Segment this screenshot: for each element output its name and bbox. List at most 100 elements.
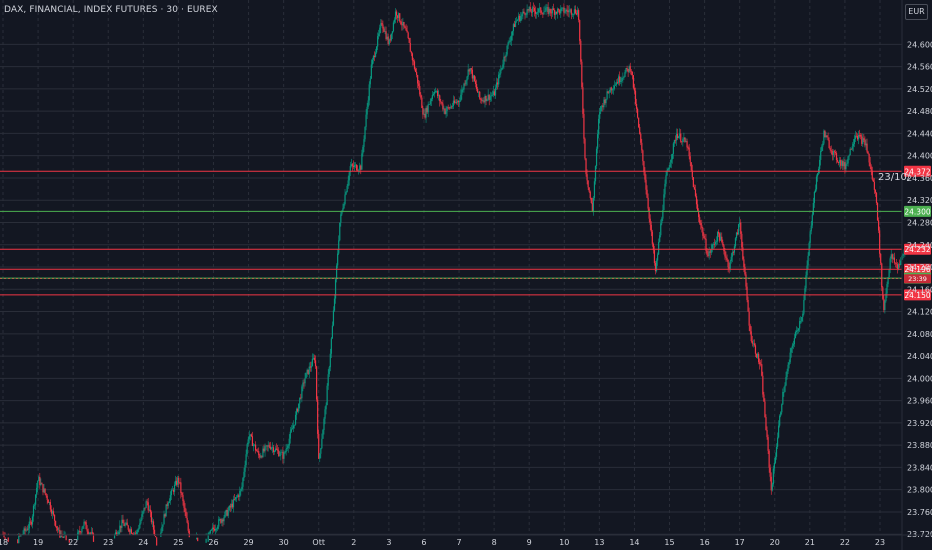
y-tick-label: 24.600	[907, 40, 932, 49]
candle-body	[505, 54, 507, 58]
candle-body	[890, 254, 892, 259]
candle-body	[259, 455, 261, 458]
candle-body	[231, 503, 234, 508]
candle-body	[533, 8, 536, 12]
candle-body	[346, 185, 348, 193]
currency-button[interactable]: EUR	[905, 4, 928, 20]
candle-body	[745, 274, 747, 287]
x-tick-label: 10	[559, 538, 569, 547]
horizontal-levels[interactable]: 24.37224.30024.23224.19624.18024.15023:3…	[0, 165, 931, 301]
candle-body	[847, 156, 849, 164]
candle-body	[727, 259, 729, 268]
candle-body	[24, 528, 26, 531]
candle-body	[151, 521, 154, 523]
candle-body	[140, 519, 142, 524]
candle-body	[135, 533, 137, 535]
candle-body	[709, 251, 711, 253]
candle-body	[3, 534, 5, 538]
candle-body	[292, 425, 295, 429]
level-price-tag	[904, 205, 931, 217]
candle-body	[548, 8, 550, 14]
candle-body	[119, 525, 121, 532]
candle-body	[290, 429, 292, 432]
candle-body	[827, 137, 829, 141]
candle-body	[865, 143, 867, 146]
time-axis[interactable]: 18 19 22 23 24 25 26 29 30 Ott 2 3 6 7 8 9 10 13 14 15 16 17 2…	[0, 538, 885, 547]
candle-body	[489, 96, 491, 100]
candle-body	[625, 68, 627, 73]
candle-body	[643, 161, 645, 173]
candle-body	[666, 170, 668, 176]
candle-body	[146, 501, 148, 503]
candle-body	[277, 449, 279, 451]
candle-body	[51, 511, 54, 514]
candle-body	[473, 75, 476, 82]
candle-body	[63, 535, 65, 538]
candle-body	[754, 345, 757, 354]
candle-body	[220, 519, 222, 523]
candle-body	[850, 148, 852, 150]
candle-body	[891, 254, 893, 259]
candle-body	[250, 434, 252, 437]
candle-body	[735, 232, 738, 239]
candle-body	[350, 164, 352, 167]
candle-body	[210, 529, 212, 531]
candle-body	[129, 529, 131, 533]
y-tick-label: 24.360	[907, 174, 932, 183]
x-tick-label: Ott	[312, 538, 325, 547]
candle-body	[470, 68, 472, 70]
candle-body	[471, 69, 473, 79]
candle-body	[188, 530, 190, 538]
candle-body	[868, 153, 870, 163]
candle-body	[38, 476, 40, 482]
candle-body	[575, 13, 578, 15]
candle-body	[297, 408, 299, 412]
candle-body	[842, 161, 844, 167]
candle-body	[513, 24, 516, 27]
candle-body	[390, 33, 392, 41]
candle-body	[256, 450, 258, 452]
candle-body	[681, 141, 683, 143]
candle-body	[264, 446, 266, 452]
x-tick-label: 20	[770, 538, 780, 547]
y-tick-label: 24.320	[907, 196, 932, 205]
candle-body	[831, 150, 833, 155]
candle-body	[894, 262, 897, 264]
candle-body	[314, 360, 317, 367]
candle-body	[126, 522, 128, 526]
candle-body	[692, 177, 694, 188]
candle-body	[286, 447, 288, 450]
candle-body	[605, 98, 607, 104]
candle-body	[29, 521, 31, 523]
candle-body	[833, 151, 835, 153]
level-price-tag	[904, 263, 931, 275]
y-tick-label: 24.240	[907, 241, 932, 250]
symbol-title: DAX, FINANCIAL, INDEX FUTURES · 30 · EUR…	[4, 5, 218, 15]
candle-body	[87, 531, 89, 534]
candle-body	[435, 90, 438, 92]
candle-body	[347, 180, 349, 186]
candle-body	[247, 439, 249, 445]
x-tick-label: 29	[243, 538, 253, 547]
candle-body	[650, 224, 652, 232]
candle-body	[856, 135, 859, 140]
candle-body	[783, 391, 785, 393]
candle-body	[571, 14, 573, 16]
candle-body	[663, 194, 665, 211]
candle-body	[185, 511, 187, 518]
candle-body	[675, 133, 678, 141]
candle-body	[432, 93, 435, 96]
candle-body	[769, 467, 771, 477]
candle-body	[630, 71, 632, 72]
candle-body	[82, 525, 84, 529]
candle-body	[345, 192, 347, 195]
candle-body	[718, 231, 720, 234]
candle-body	[371, 59, 373, 65]
y-tick-label: 23.840	[907, 463, 932, 472]
candle-body	[486, 99, 488, 102]
candle-body	[298, 403, 300, 412]
candle-body	[599, 111, 601, 119]
candle-body	[139, 523, 141, 529]
